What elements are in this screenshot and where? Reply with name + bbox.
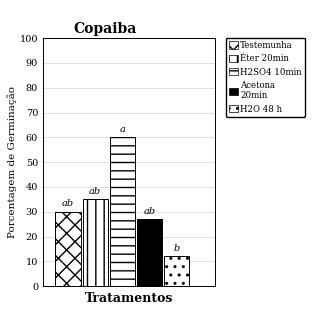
Legend: Testemunha, Éter 20min, H2SO4 10min, Acetona
20min, H2O 48 h: Testemunha, Éter 20min, H2SO4 10min, Ace… <box>226 38 305 117</box>
Bar <box>137 219 162 286</box>
Text: ab: ab <box>89 187 101 196</box>
Bar <box>110 137 135 286</box>
Bar <box>82 199 108 286</box>
X-axis label: Tratamentos: Tratamentos <box>84 292 173 305</box>
Bar <box>164 256 189 286</box>
Text: ab: ab <box>144 206 156 216</box>
Text: a: a <box>119 125 125 134</box>
Bar <box>55 212 81 286</box>
Text: b: b <box>174 244 180 253</box>
Text: Copaiba: Copaiba <box>74 22 137 36</box>
Text: ab: ab <box>62 199 74 208</box>
Y-axis label: Porcentagem de Germinação: Porcentagem de Germinação <box>7 86 17 238</box>
